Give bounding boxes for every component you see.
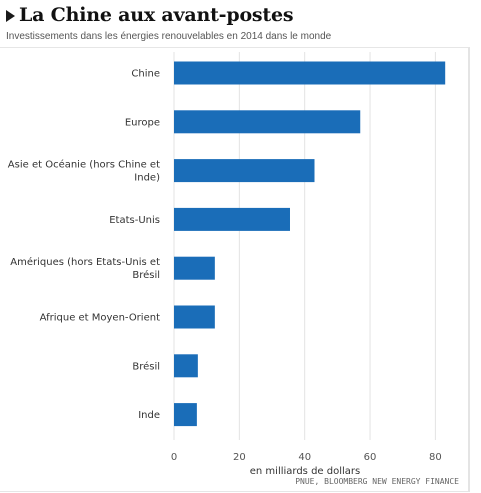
category-label: Inde: [138, 410, 160, 421]
bar: [174, 207, 290, 231]
title-row: La Chine aux avant-postes: [6, 4, 331, 26]
chart-subtitle: Investissements dans les énergies renouv…: [6, 31, 332, 42]
chart-header: La Chine aux avant-postes Investissement…: [6, 4, 331, 42]
x-tick-label: 20: [233, 452, 246, 463]
bar: [174, 354, 198, 378]
bar: [174, 159, 315, 183]
source-credit: PNUE, BLOOMBERG NEW ENERGY FINANCE: [295, 477, 459, 486]
category-label: Amériques (hors Etats-Unis et: [10, 256, 160, 268]
category-label: Asie et Océanie (hors Chine et: [8, 159, 160, 171]
bar: [174, 110, 361, 134]
bar: [174, 305, 215, 329]
title-arrow-icon: [6, 10, 15, 22]
x-tick-label: 40: [298, 452, 311, 463]
bar: [174, 403, 197, 427]
category-label: Etats-Unis: [109, 215, 160, 226]
category-label: Brésil: [132, 269, 160, 281]
category-labels: Chine Europe Asie et Océanie (hors Chine e…: [8, 69, 160, 422]
x-tick-label: 80: [429, 452, 442, 463]
x-axis-ticks: 0 20 40 60 80: [171, 452, 442, 463]
category-label: Inde): [134, 173, 160, 184]
category-label: Afrique et Moyen-Orient: [40, 313, 160, 324]
chart-title: La Chine aux avant-postes: [19, 4, 294, 26]
x-tick-label: 0: [171, 452, 177, 463]
bar: [174, 61, 446, 85]
bars: [174, 61, 446, 427]
x-axis-label: en milliards de dollars: [250, 466, 360, 477]
bar: [174, 256, 215, 280]
category-label: Brésil: [132, 360, 160, 372]
x-tick-label: 60: [364, 452, 377, 463]
category-label: Europe: [125, 117, 160, 128]
category-label: Chine: [131, 69, 160, 80]
gridlines: [173, 52, 436, 440]
